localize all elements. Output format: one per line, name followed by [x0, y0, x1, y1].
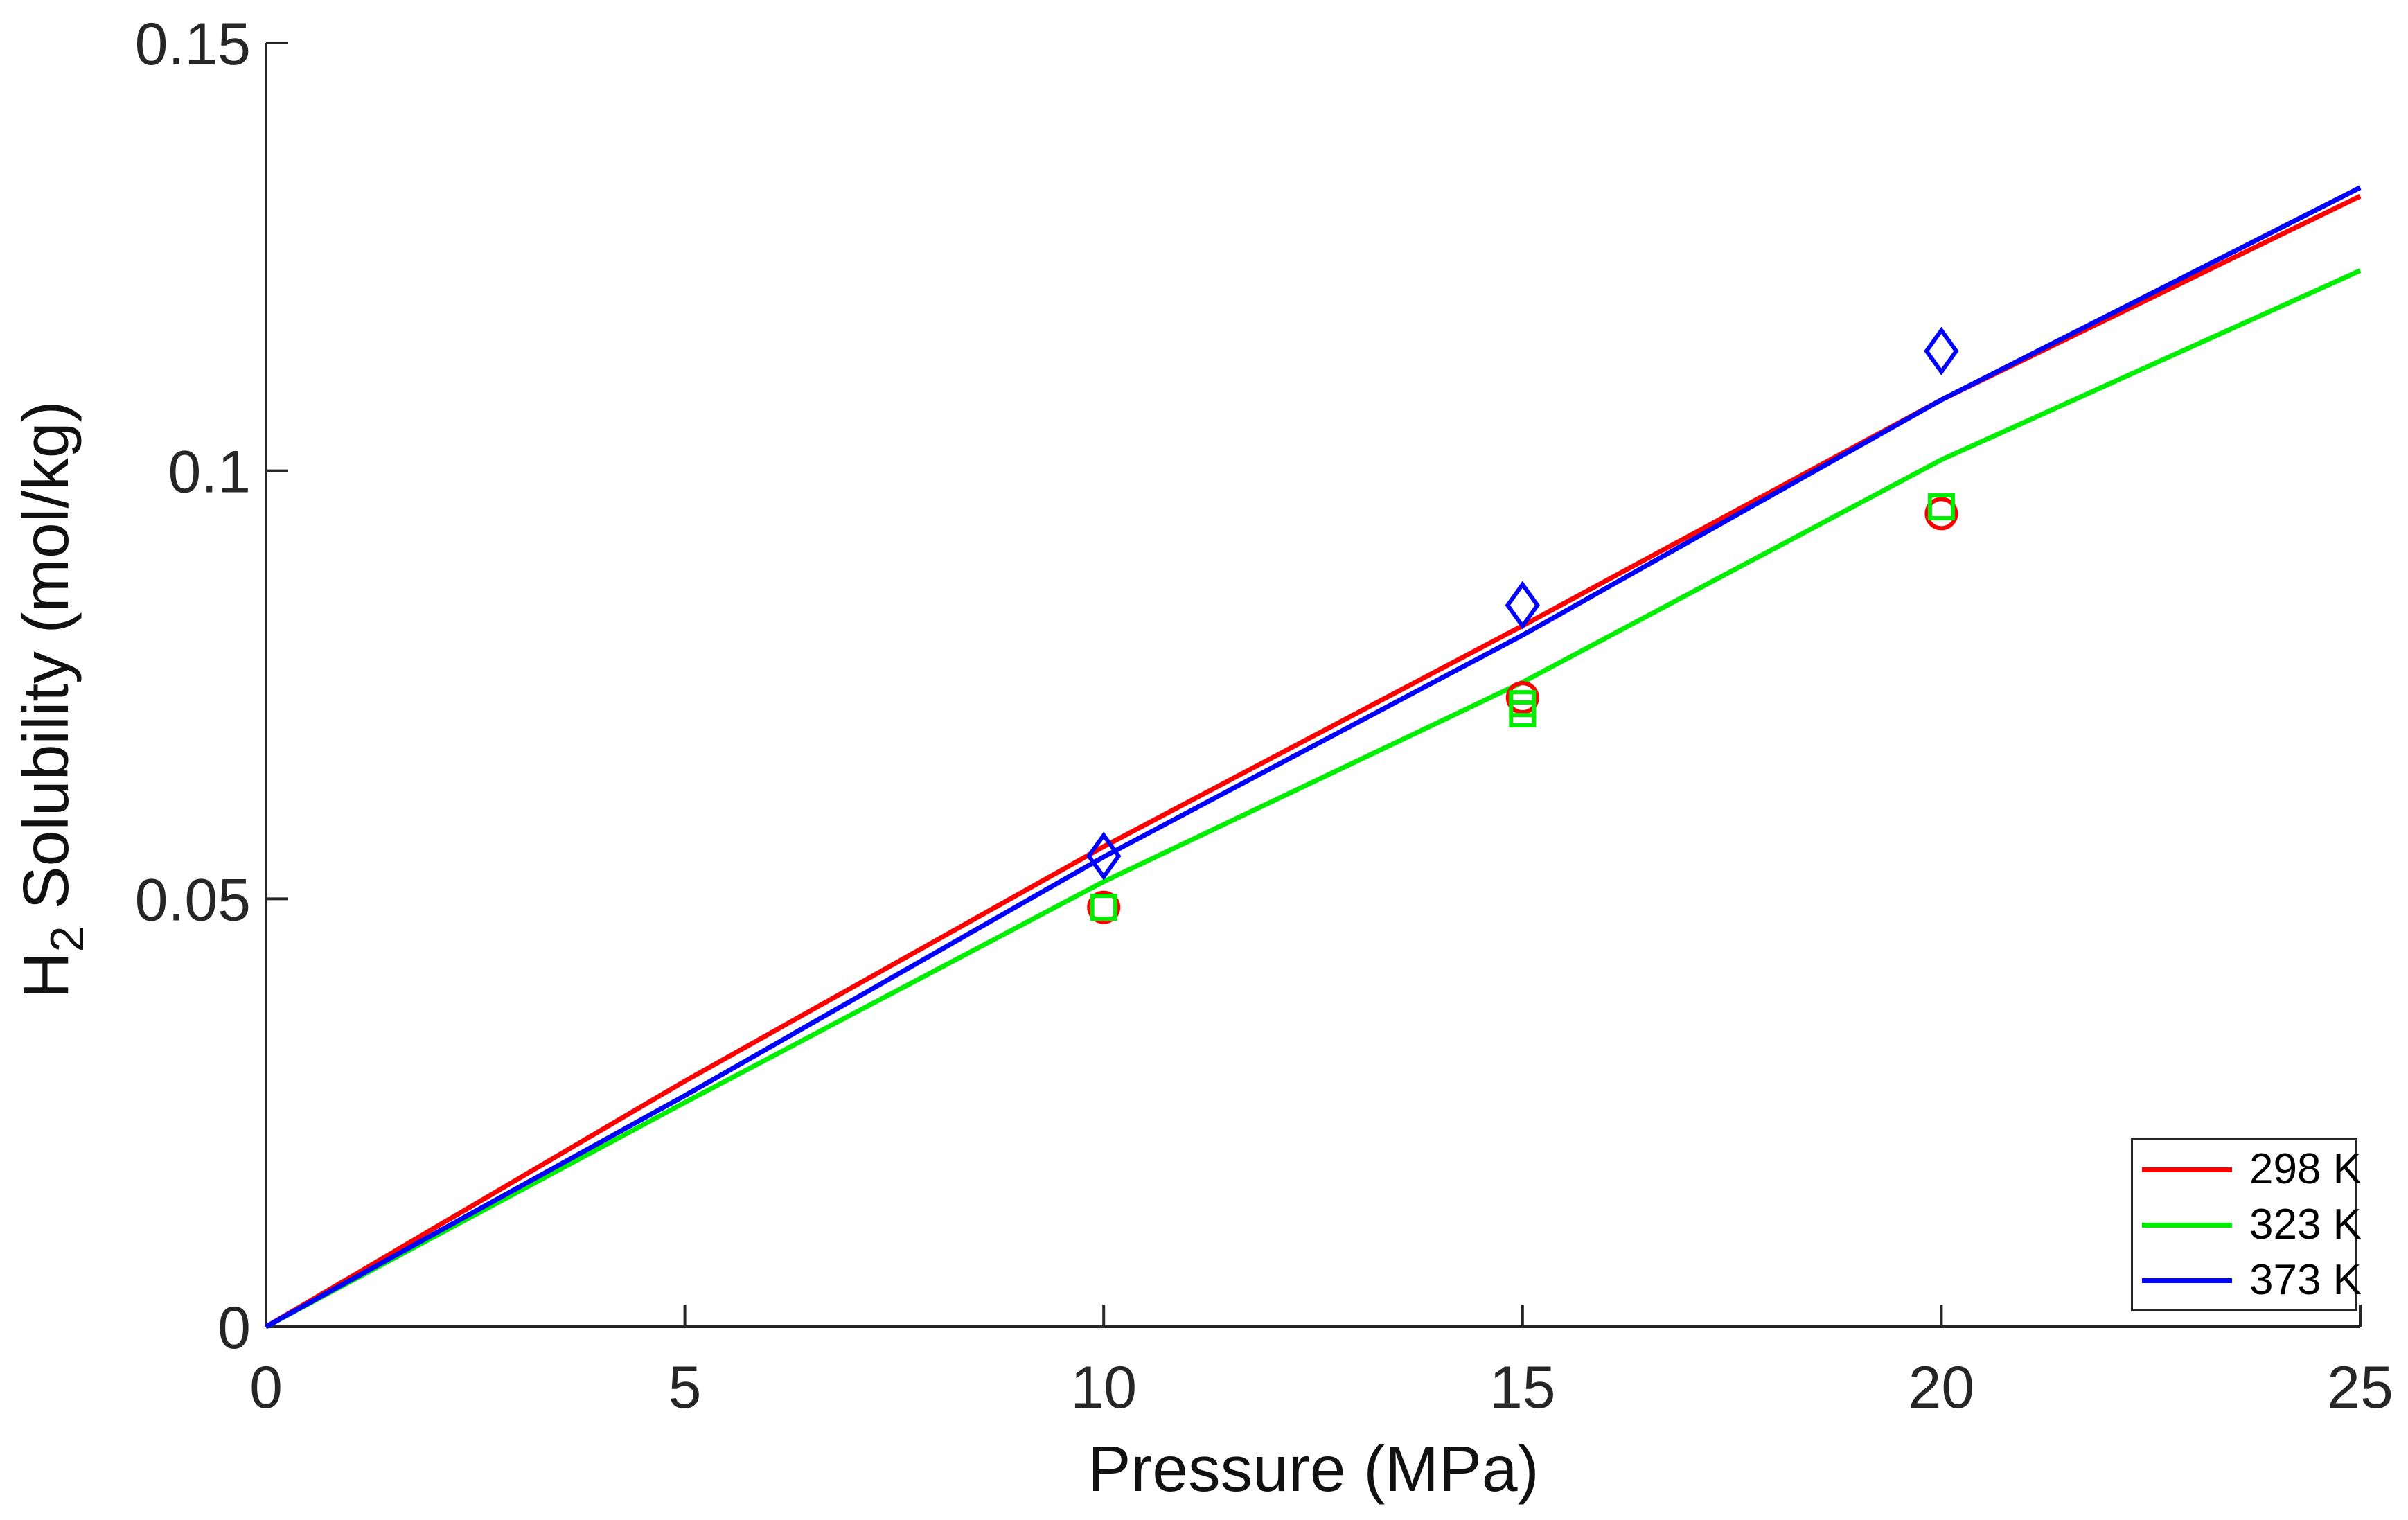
y-axis-label-h: H	[10, 952, 82, 998]
legend-line-sample-298k	[2142, 1167, 2232, 1172]
legend-item-298k: 298 K	[2142, 1142, 2362, 1197]
marker-square-323k	[1090, 894, 1117, 921]
marker-circle-298k	[1505, 681, 1539, 715]
y-axis-label-sub: 2	[41, 926, 94, 952]
marker-diamond-373k	[1086, 831, 1122, 881]
legend-line-sample-323k	[2142, 1222, 2232, 1228]
legend-label-323k: 323 K	[2249, 1201, 2362, 1248]
y-tick-label: 0.05	[135, 867, 251, 933]
marker-diamond-373k	[1505, 581, 1540, 630]
x-tick-label: 15	[1489, 1354, 1556, 1421]
marker-square-323k	[1927, 493, 1955, 521]
y-axis-label: H2 Solubility (mol/kg)	[10, 401, 94, 999]
x-tick-label: 0	[249, 1354, 283, 1421]
legend-item-373k: 373 K	[2142, 1253, 2362, 1308]
y-tick-label: 0.15	[135, 11, 251, 78]
x-axis-label: Pressure (MPa)	[1088, 1433, 1539, 1505]
y-axis-label-rest: Solubility (mol/kg)	[10, 401, 82, 910]
x-tick-label: 25	[2327, 1354, 2393, 1421]
marker-circle-298k	[1087, 890, 1121, 924]
fit-line-373k	[265, 185, 2362, 1329]
x-tick-label: 10	[1070, 1354, 1137, 1421]
legend-line-sample-373k	[2142, 1278, 2232, 1283]
x-tick-label: 20	[1909, 1354, 1975, 1421]
marker-square-323k	[1509, 700, 1537, 728]
marker-circle-298k	[1924, 497, 1958, 531]
legend-label-373k: 373 K	[2249, 1256, 2362, 1304]
chart-layer: 0 5 10 15 20 25 0 0.05 0.1 0.15	[135, 11, 2393, 1421]
fit-line-323k	[265, 268, 2362, 1329]
legend-label-298k: 298 K	[2249, 1145, 2362, 1193]
legend-box: 298 K 323 K 373 K	[2131, 1138, 2362, 1311]
marker-diamond-373k	[1924, 326, 1959, 375]
y-tick-label: 0.1	[168, 439, 251, 506]
y-tick-label: 0	[218, 1295, 251, 1361]
legend-item-323k: 323 K	[2142, 1197, 2362, 1253]
x-tick-label: 5	[669, 1354, 702, 1421]
